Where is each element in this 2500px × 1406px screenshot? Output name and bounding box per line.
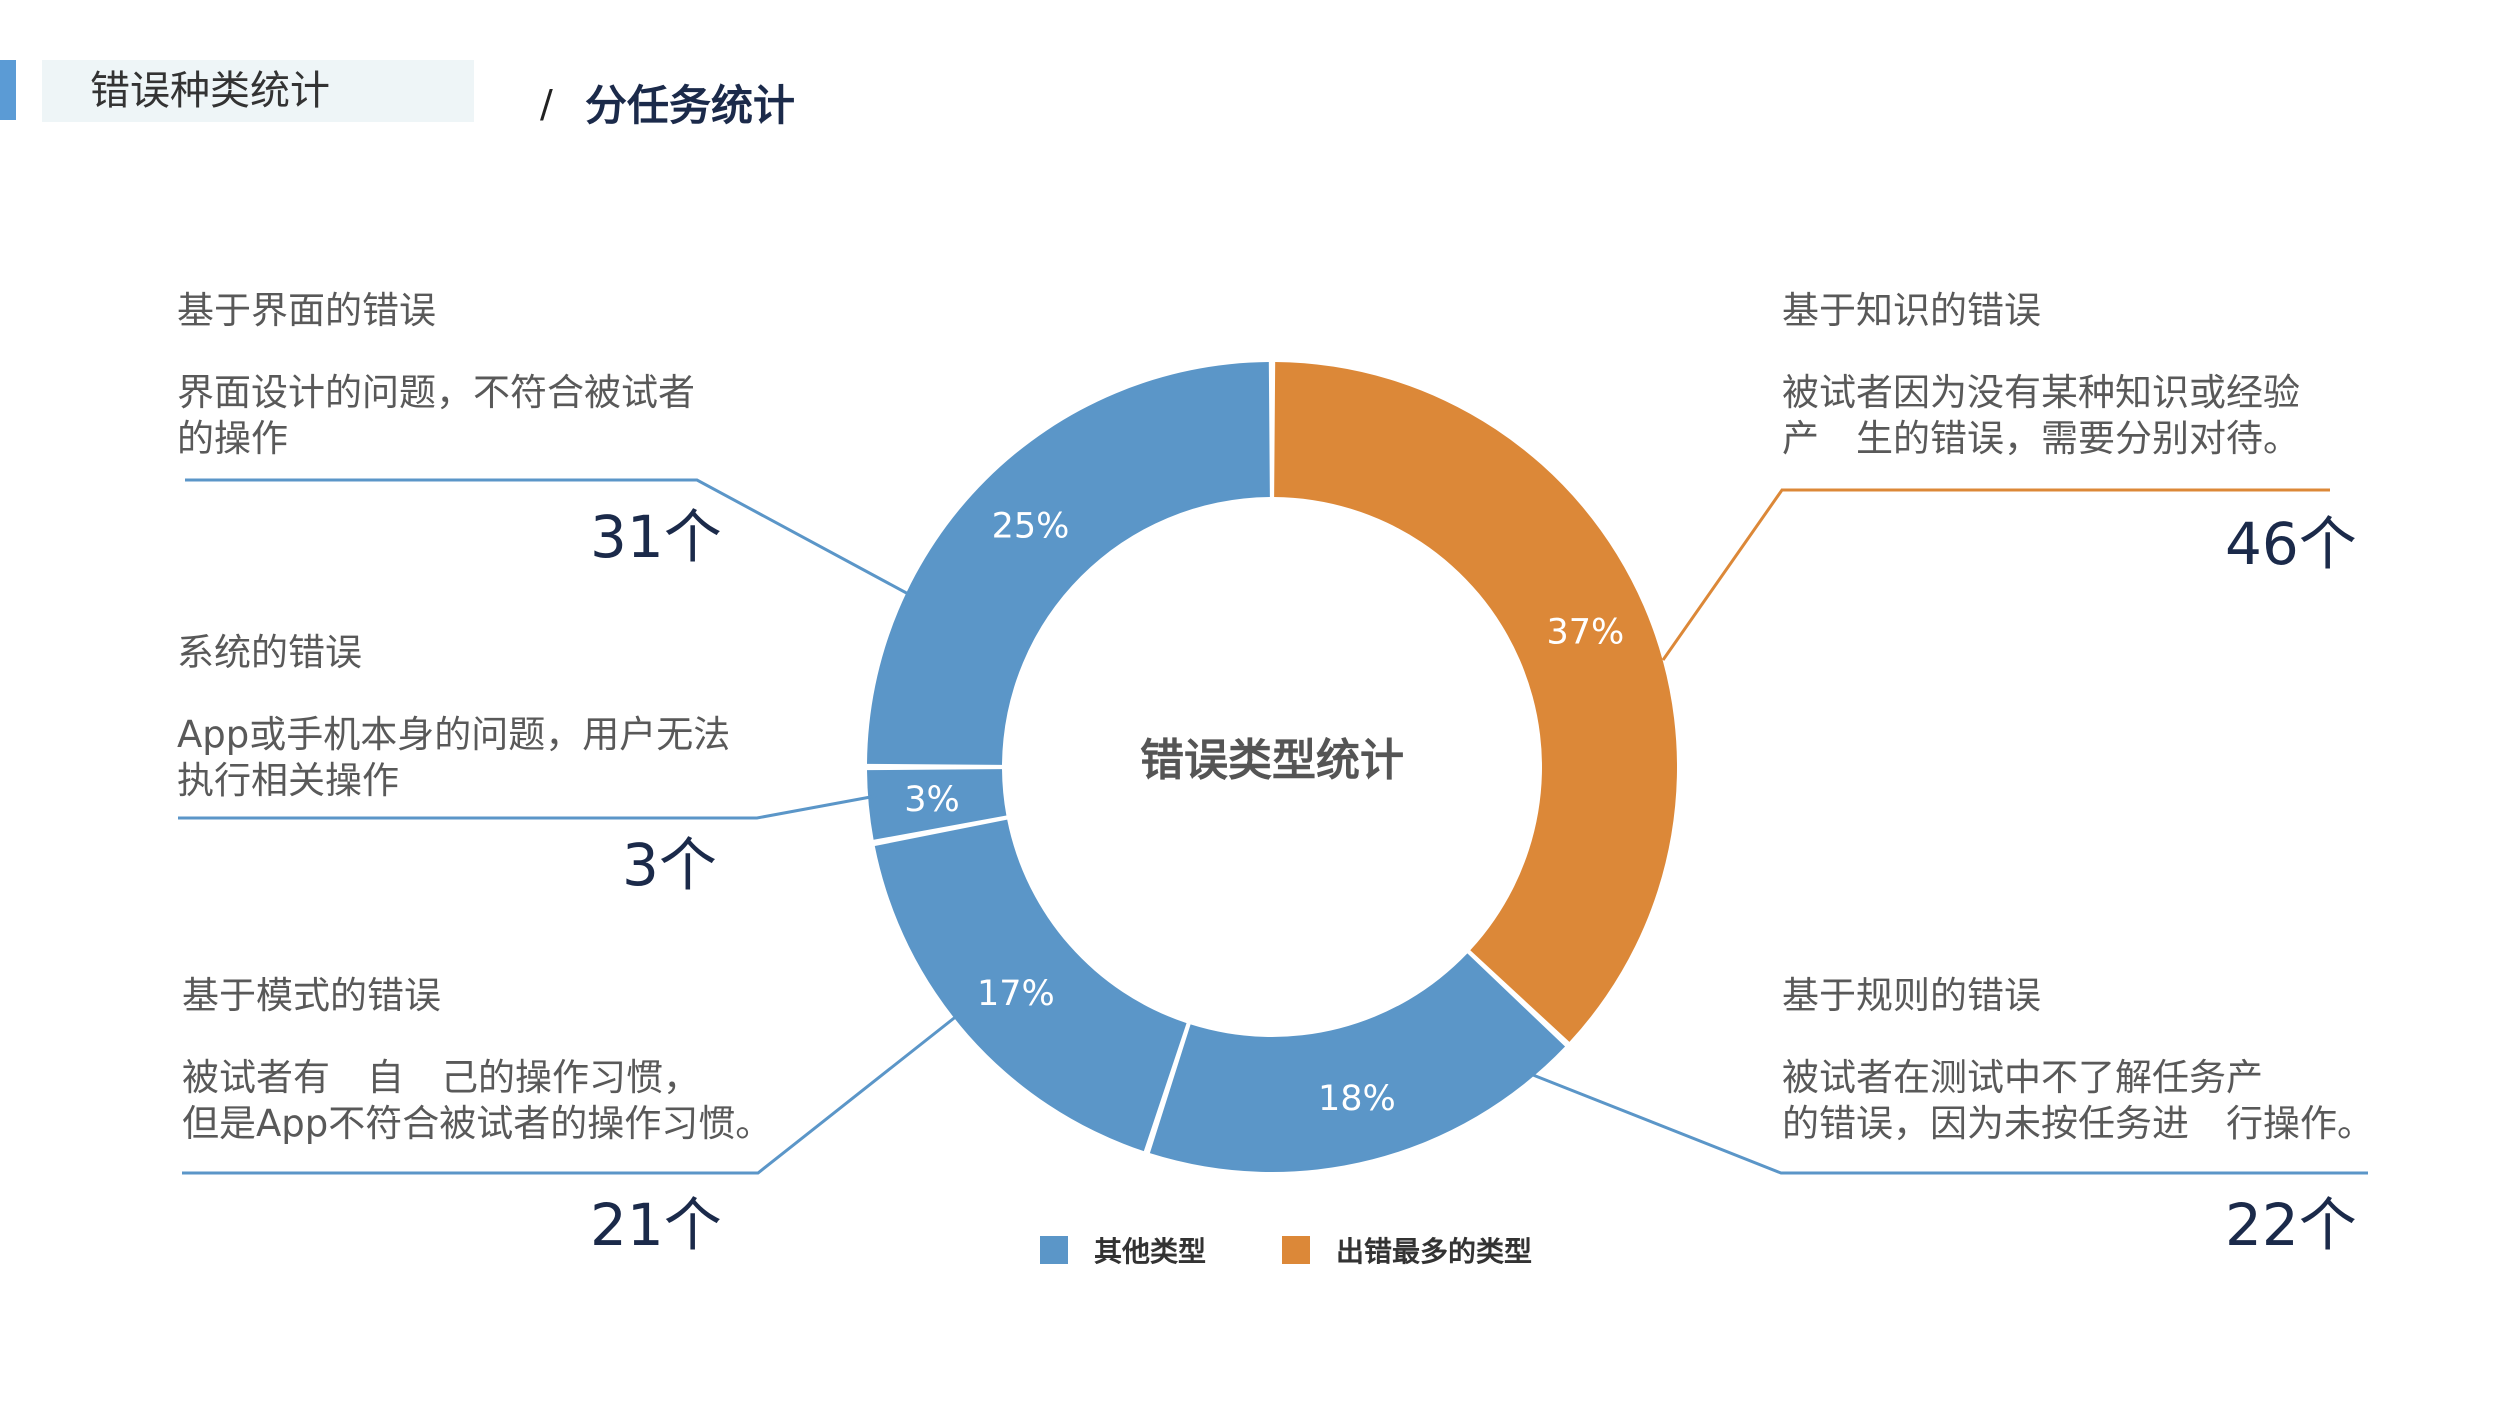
category-title-system: 系统的错误 (177, 631, 362, 674)
slice-label-pattern: 17% (977, 974, 1055, 1014)
category-desc-rule-line1: 被试者在测试中不了解任务产 (1782, 1056, 2263, 1099)
donut-slice-labels: 37% 18% 17% 3% 25% (904, 507, 1624, 1119)
category-desc-knowledge: 被试者因为没有某种知识或经验 产 生的错误，需要分别对待。 (1782, 370, 2300, 462)
leader-line-interface (185, 478, 913, 598)
legend-item-most: 出错最多的类型 (1282, 1230, 1532, 1270)
category-desc-rule: 被试者在测试中不了解任务产 的错误，因为未按任务进 行操作。 (1782, 1055, 2374, 1147)
category-title-pattern: 基于模式的错误 (182, 974, 441, 1017)
category-desc-interface-line2: 的操作 (177, 417, 288, 460)
legend-item-other: 其他类型 (1040, 1230, 1206, 1270)
donut-slice-system (867, 769, 1007, 840)
legend-swatch-other (1040, 1236, 1068, 1264)
donut-slice-interface (867, 362, 1270, 765)
leader-line-pattern (182, 1013, 959, 1175)
category-desc-interface: 界面设计的问题，不符合被试者 的操作 (177, 370, 695, 462)
page-title: 错误种类统计 (42, 60, 474, 122)
category-title-rule: 基于规则的错误 (1782, 974, 2041, 1017)
legend-label-most: 出错最多的类型 (1336, 1235, 1533, 1268)
category-desc-pattern: 被试者有 自 己的操作习惯， 但是App不符合被试者的操作习惯。 (182, 1055, 772, 1147)
legend-swatch-most (1282, 1236, 1310, 1264)
count-interface: 31个 (590, 503, 722, 571)
category-desc-system-line1: App或手机本身的问题，用户无法 (177, 713, 731, 756)
category-desc-interface-line1: 界面设计的问题，不符合被试者 (177, 371, 695, 414)
slice-label-rule: 18% (1318, 1079, 1396, 1119)
count-rule: 22个 (2225, 1191, 2357, 1259)
leader-lines (178, 478, 2368, 1175)
donut-slice-knowledge (1274, 362, 1677, 1042)
category-desc-system: App或手机本身的问题，用户无法 执行相关操作 (177, 712, 730, 804)
category-desc-rule-line2: 的错误，因为未按任务进 行操作。 (1782, 1102, 2374, 1145)
donut-slice-rule (1149, 953, 1566, 1172)
category-desc-pattern-line1: 被试者有 自 己的操作习惯， (182, 1056, 700, 1099)
category-desc-knowledge-line2: 产 生的错误，需要分别对待。 (1782, 417, 2300, 460)
category-title-interface: 基于界面的错误 (177, 289, 436, 332)
category-desc-system-line2: 执行相关操作 (177, 759, 399, 802)
legend-label-other: 其他类型 (1094, 1235, 1207, 1268)
leader-line-system (178, 794, 877, 820)
slice-label-knowledge: 37% (1547, 612, 1625, 652)
donut-slices (867, 362, 1677, 1172)
category-desc-knowledge-line1: 被试者因为没有某种知识或经验 (1782, 371, 2300, 414)
accent-bar (0, 60, 16, 120)
count-system: 3个 (622, 831, 717, 899)
count-pattern: 21个 (590, 1191, 722, 1259)
page-subtitle: 分任务统计 (585, 81, 796, 130)
count-knowledge: 46个 (2225, 510, 2357, 578)
leader-line-rule (1532, 1073, 2368, 1175)
slice-label-interface: 25% (992, 507, 1070, 547)
category-desc-pattern-line2: 但是App不符合被试者的操作习惯。 (182, 1102, 773, 1145)
donut-center-label: 错误类型统计 (1140, 735, 1404, 786)
slice-label-system: 3% (904, 780, 960, 820)
donut-slice-pattern (874, 819, 1187, 1152)
category-title-knowledge: 基于知识的错误 (1782, 289, 2041, 332)
leader-line-knowledge (1661, 488, 2330, 661)
title-separator: / (540, 82, 553, 126)
